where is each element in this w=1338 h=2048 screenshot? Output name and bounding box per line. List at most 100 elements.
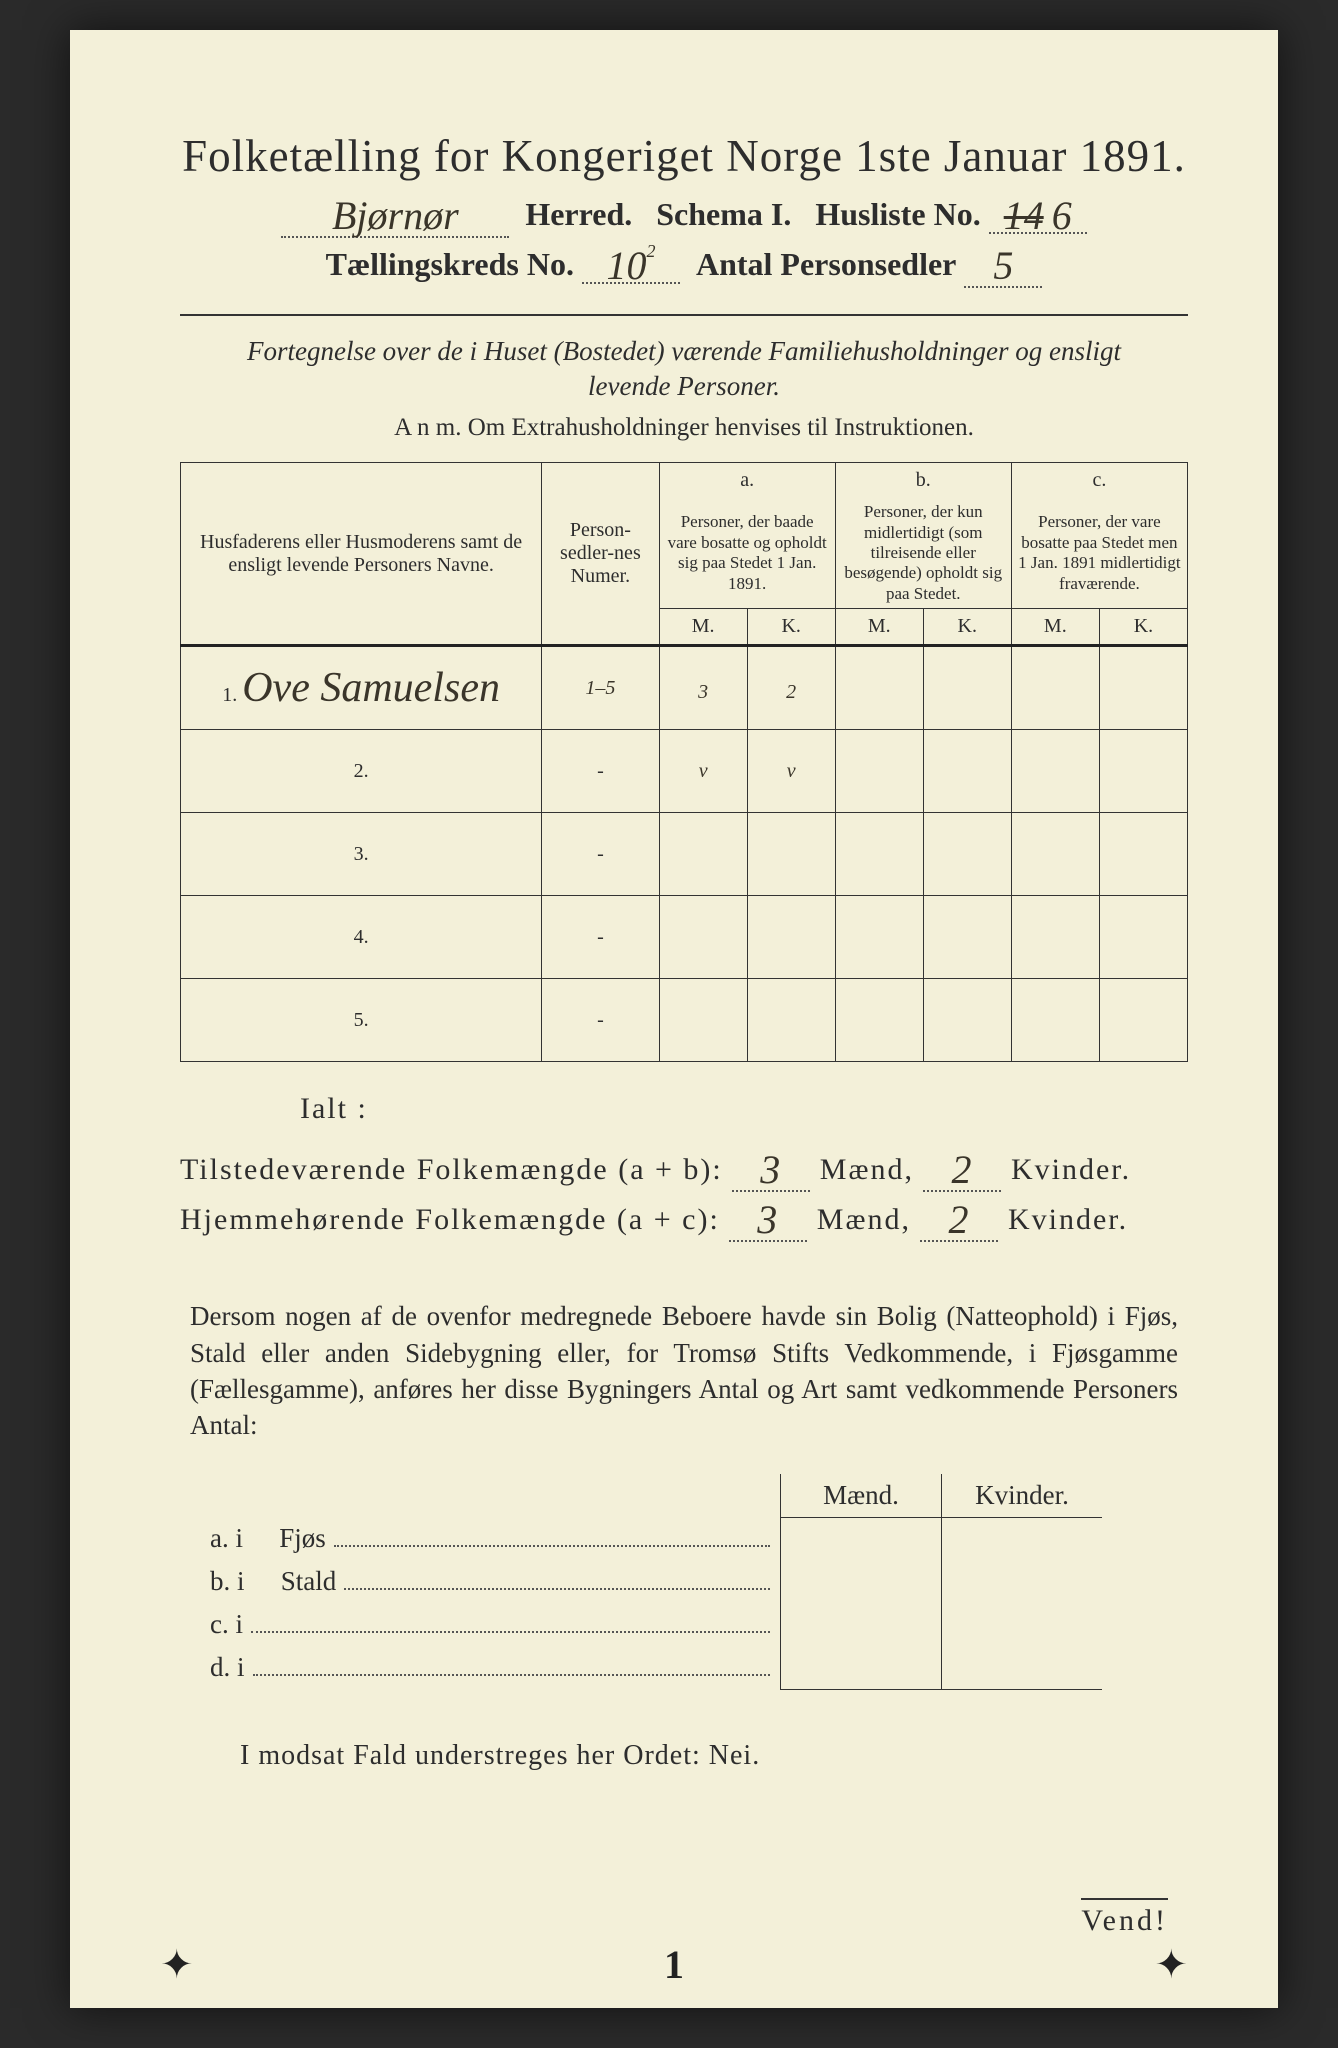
totals-2-m: 3 [729, 1200, 807, 1242]
sec-cell-m [781, 1646, 942, 1689]
row-name: 1. Ove Samuelsen [181, 646, 542, 730]
row-b-k [923, 979, 1011, 1062]
header-line-2: Tællingskreds No. 102 Antal Personsedler… [180, 242, 1188, 284]
sec-row-letter: a. i [210, 1523, 243, 1554]
totals-maend-2: Mænd, [817, 1203, 911, 1236]
totals-line-1: Tilstedeværende Folkemængde (a + b): 3 M… [180, 1146, 1188, 1188]
kreds-super: 2 [646, 241, 655, 261]
sec-row-label: a. i Fjøs [200, 1517, 781, 1560]
row-c-k [1099, 896, 1187, 979]
sec-cell-m [781, 1517, 942, 1560]
schema-label: Schema I. [656, 196, 791, 232]
sec-row: c. i [200, 1603, 1102, 1646]
sec-cell-k [942, 1517, 1103, 1560]
sec-row-label: d. i [200, 1646, 781, 1689]
row-a-k [747, 979, 835, 1062]
sec-cell-k [942, 1560, 1103, 1603]
row-c-m [1011, 646, 1099, 730]
annotation-note: A n m. Om Extrahusholdninger henvises ti… [180, 414, 1188, 442]
row-c-k [1099, 730, 1187, 813]
sec-row-text: Fjøs [279, 1523, 326, 1554]
totals-2-label: Hjemmehørende Folkemængde (a + c): [180, 1203, 720, 1236]
row-c-k [1099, 979, 1187, 1062]
sec-row: a. i Fjøs [200, 1517, 1102, 1560]
secondary-table: Mænd. Kvinder. a. i Fjøs b. i Stald [200, 1474, 1102, 1690]
nei-line: I modsat Fald understreges her Ordet: Ne… [240, 1740, 1188, 1772]
sec-row: d. i [200, 1646, 1102, 1689]
kreds-value: 102 [582, 242, 680, 284]
row-b-k [923, 813, 1011, 896]
corner-mark-icon: ✦ [1154, 1941, 1188, 1988]
row-b-m [835, 813, 923, 896]
row-b-k [923, 896, 1011, 979]
kreds-number: 10 [606, 243, 646, 288]
row-name: 2. [181, 730, 542, 813]
sec-cell-k [942, 1646, 1103, 1689]
col-header-c: Personer, der vare bosatte paa Stedet me… [1011, 498, 1187, 608]
row-b-m [835, 646, 923, 730]
row-a-k [747, 896, 835, 979]
sec-row-letter: c. i [210, 1609, 243, 1640]
row-number: 5. [354, 1009, 369, 1031]
husliste-struck: 14 [1004, 193, 1044, 238]
page-background: Folketælling for Kongeriget Norge 1ste J… [0, 0, 1338, 2048]
subtitle: Fortegnelse over de i Huset (Bostedet) v… [220, 334, 1148, 404]
sec-row-letter: d. i [210, 1652, 245, 1683]
totals-1-m: 3 [732, 1150, 810, 1192]
sec-row-letter: b. i [210, 1566, 245, 1597]
col-sub-c-k: K. [1099, 609, 1187, 646]
totals-line-2: Hjemmehørende Folkemængde (a + c): 3 Mæn… [180, 1196, 1188, 1238]
ialt-label: Ialt : [300, 1092, 1188, 1126]
husliste-value: 14 6 [989, 192, 1087, 234]
row-a-m [659, 896, 747, 979]
dots-icon [253, 1653, 770, 1677]
row-number: 2. [354, 760, 369, 782]
document-paper: Folketælling for Kongeriget Norge 1ste J… [70, 30, 1278, 2008]
totals-1-k: 2 [923, 1150, 1001, 1192]
col-header-name-text: Husfaderens eller Husmoderens samt de en… [200, 531, 522, 576]
sec-row: b. i Stald [200, 1560, 1102, 1603]
sec-head-m: Mænd. [781, 1474, 942, 1518]
col-header-a: Personer, der baade vare bosatte og opho… [659, 498, 835, 608]
row-a-m: v [659, 730, 747, 813]
row-num: - [542, 896, 659, 979]
row-a-k: 2 [747, 650, 835, 734]
table-row: 4. - [181, 896, 1188, 979]
col-sub-a-m: M. [659, 609, 747, 646]
totals-kvinder-2: Kvinder. [1008, 1203, 1128, 1236]
col-sub-c-m: M. [1011, 609, 1099, 646]
totals-kvinder: Kvinder. [1011, 1153, 1131, 1186]
row-a-m [659, 979, 747, 1062]
vend-label: Vend! [1081, 1898, 1168, 1938]
sec-row-text: Stald [281, 1566, 337, 1597]
row-a-m [659, 813, 747, 896]
antal-label: Antal Personsedler [696, 246, 956, 282]
herred-value: Bjørnør [281, 196, 509, 238]
row-num: - [542, 979, 659, 1062]
sec-cell-m [781, 1603, 942, 1646]
row-number: 1. [222, 684, 237, 706]
husliste-label: Husliste No. [815, 196, 980, 232]
dots-icon [344, 1567, 770, 1591]
row-a-m: 3 [659, 650, 747, 734]
col-header-b: Personer, der kun midlertidigt (som tilr… [835, 498, 1011, 608]
row-number: 4. [354, 926, 369, 948]
row-num: - [542, 813, 659, 896]
col-sub-b-k: K. [923, 609, 1011, 646]
main-table: Husfaderens eller Husmoderens samt de en… [180, 462, 1188, 1062]
col-header-a-label: a. [659, 463, 835, 499]
row-name: 4. [181, 896, 542, 979]
col-header-b-label: b. [835, 463, 1011, 499]
row-name: 3. [181, 813, 542, 896]
col-sub-a-k: K. [747, 609, 835, 646]
sec-head-k: Kvinder. [942, 1474, 1103, 1518]
row-b-k [923, 730, 1011, 813]
row-num: 1–5 [542, 646, 659, 730]
husliste-number: 6 [1052, 193, 1072, 238]
totals-1-label: Tilstedeværende Folkemængde (a + b): [180, 1153, 723, 1186]
dots-icon [251, 1610, 770, 1634]
row-c-k [1099, 646, 1187, 730]
totals-maend: Mænd, [820, 1153, 914, 1186]
corner-mark-icon: ✦ [160, 1941, 194, 1988]
paragraph: Dersom nogen af de ovenfor medregnede Be… [190, 1298, 1178, 1444]
